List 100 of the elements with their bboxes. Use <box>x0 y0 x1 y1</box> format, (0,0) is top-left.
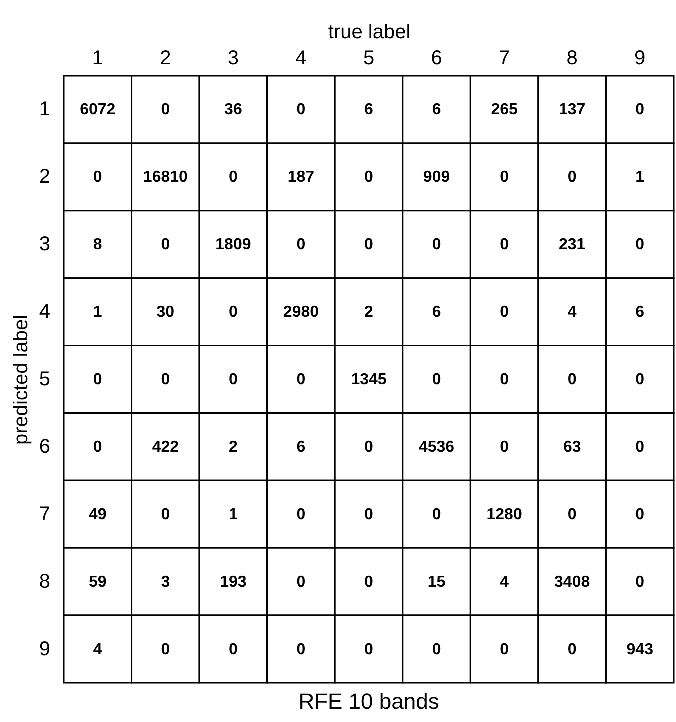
x-tick-label: 8 <box>566 48 578 70</box>
data-label: 0 <box>296 641 306 658</box>
data-label: 0 <box>636 438 645 456</box>
data-label: 36 <box>224 102 242 119</box>
data-label: 4 <box>500 574 510 591</box>
data-label: 187 <box>288 169 315 186</box>
x-tick-label: 5 <box>363 48 375 70</box>
data-label: 0 <box>568 506 577 524</box>
data-label: 1 <box>228 506 238 524</box>
data-label: 0 <box>161 236 170 254</box>
data-label: 193 <box>220 574 247 591</box>
data-label: 0 <box>93 169 102 186</box>
data-label: 0 <box>568 641 577 658</box>
data-label: 1 <box>93 304 102 322</box>
data-label: 943 <box>626 641 654 658</box>
data-label: 49 <box>88 506 107 524</box>
data-label: 0 <box>364 641 374 658</box>
x-tick-label: 2 <box>160 48 172 70</box>
data-label: 0 <box>364 506 374 524</box>
data-label: 0 <box>500 236 510 254</box>
data-label: 6 <box>364 102 374 119</box>
data-label: 16810 <box>143 169 188 186</box>
data-label: 0 <box>93 438 102 456</box>
data-label: 0 <box>636 102 645 119</box>
data-label: 6072 <box>80 102 116 119</box>
data-label: 422 <box>152 438 180 456</box>
data-label: 909 <box>423 169 450 186</box>
data-label: 4 <box>93 641 102 658</box>
y-tick-label: 6 <box>39 436 50 458</box>
data-label: 30 <box>156 304 175 322</box>
data-label: 6 <box>432 102 442 119</box>
data-label: 0 <box>161 372 170 388</box>
data-label: 59 <box>88 574 107 591</box>
data-label: 0 <box>432 506 442 524</box>
data-label: 0 <box>432 236 442 254</box>
y-tick-label: 4 <box>39 301 50 324</box>
data-label: 0 <box>500 372 510 388</box>
data-label: 0 <box>364 574 374 591</box>
data-label: 1280 <box>486 506 522 524</box>
data-label: 0 <box>636 372 645 388</box>
data-label: 1809 <box>216 236 252 254</box>
data-label: 8 <box>93 236 102 254</box>
y-tick-label: 5 <box>39 368 50 390</box>
y-tick-label: 2 <box>39 166 50 188</box>
data-label: 4 <box>568 304 577 322</box>
data-label: 0 <box>568 372 577 388</box>
data-label: 0 <box>500 641 510 658</box>
data-label: 63 <box>563 438 582 456</box>
data-label: 0 <box>228 372 238 388</box>
x-tick-label: 1 <box>92 48 104 70</box>
data-label: 0 <box>296 372 306 388</box>
data-label: 0 <box>161 641 170 658</box>
data-label: 2980 <box>283 304 320 322</box>
data-label: 0 <box>93 372 102 388</box>
data-label: 15 <box>428 574 446 591</box>
x-axis-title: true label <box>328 22 411 44</box>
data-label: 0 <box>364 438 374 456</box>
y-axis-title: predicted label <box>10 314 32 446</box>
text: RFE 10 bands <box>298 688 440 714</box>
data-label: 0 <box>568 169 577 186</box>
data-label: 0 <box>500 438 510 456</box>
x-tick-label: 6 <box>431 48 442 70</box>
data-label: 0 <box>364 169 374 186</box>
y-tick-label: 8 <box>39 570 50 593</box>
data-label: 2 <box>228 438 238 456</box>
data-label: 0 <box>161 506 170 524</box>
data-label: 3 <box>161 574 170 591</box>
data-label: 6 <box>636 304 645 322</box>
data-label: 0 <box>500 304 510 322</box>
y-tick-label: 3 <box>39 234 50 256</box>
data-label: 0 <box>636 236 645 254</box>
data-label: 0 <box>228 304 238 322</box>
data-label: 0 <box>296 236 306 254</box>
x-tick-label: 4 <box>296 48 307 70</box>
data-label: 0 <box>228 641 238 658</box>
data-label: 0 <box>636 574 645 591</box>
y-tick-label: 1 <box>39 98 50 121</box>
data-label: 0 <box>636 506 645 524</box>
data-label: 265 <box>491 102 518 119</box>
data-label: 2 <box>364 304 374 322</box>
data-label: 6 <box>296 438 306 456</box>
data-label: 0 <box>500 169 510 186</box>
data-label: 231 <box>558 236 586 254</box>
data-label: 0 <box>161 102 170 119</box>
data-label: 4536 <box>418 438 455 456</box>
data-label: 6 <box>432 304 442 322</box>
data-label: 0 <box>296 506 306 524</box>
data-label: 0 <box>432 372 442 388</box>
data-label: 0 <box>432 641 442 658</box>
data-label: 0 <box>228 169 238 186</box>
data-label: 1 <box>636 169 645 186</box>
x-tick-label: 9 <box>634 48 646 70</box>
x-tick-label: 3 <box>228 48 240 70</box>
y-tick-label: 7 <box>39 503 50 526</box>
data-label: 0 <box>296 574 306 591</box>
data-label: 137 <box>558 102 586 119</box>
y-tick-label: 9 <box>39 638 50 660</box>
x-tick-label: 7 <box>498 48 510 70</box>
data-label: 1345 <box>351 372 387 388</box>
data-label: 0 <box>296 102 306 119</box>
